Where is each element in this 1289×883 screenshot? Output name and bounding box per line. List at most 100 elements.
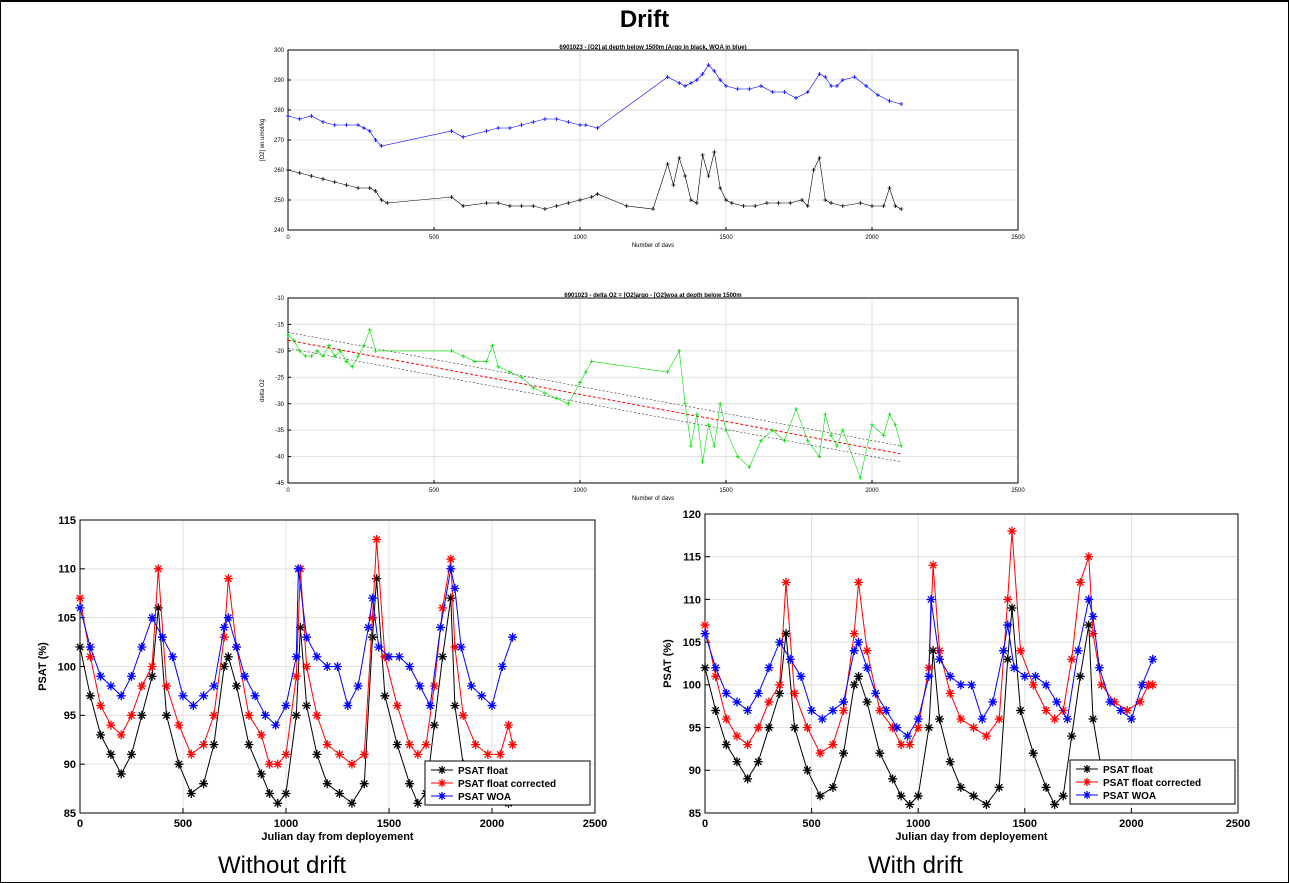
data-point [297, 117, 302, 121]
x-tick-label: 2000 [480, 818, 504, 830]
data-point [724, 198, 728, 202]
x-axis-label: Julian day from deployement [895, 831, 1048, 843]
data-point [368, 593, 378, 603]
plot-frame [287, 297, 1019, 484]
page-title: Drift [619, 6, 670, 33]
data-point [461, 354, 466, 359]
data-point [1067, 654, 1077, 664]
data-point [718, 401, 723, 406]
data-point [347, 798, 357, 808]
data-point [85, 642, 95, 652]
data-point [718, 78, 723, 82]
data-point [677, 348, 682, 353]
data-point [683, 84, 688, 88]
data-point [456, 642, 466, 652]
trend-bound-upper [287, 332, 902, 447]
data-point [85, 652, 95, 662]
data-point [147, 613, 157, 623]
data-point [700, 153, 705, 157]
y-tick-label: 95 [689, 722, 701, 734]
data-point [116, 730, 126, 740]
data-point [700, 620, 710, 630]
series-line [287, 151, 902, 210]
data-point [96, 671, 106, 681]
data-point [286, 333, 290, 337]
data-point [870, 422, 874, 427]
y-tick-label: 85 [689, 808, 701, 820]
data-point [291, 338, 296, 343]
data-point [589, 195, 594, 199]
data-point [1084, 620, 1094, 630]
data-point [219, 662, 229, 671]
data-point [753, 204, 758, 208]
data-point [483, 749, 493, 759]
data-point [858, 475, 863, 480]
data-point [956, 782, 966, 792]
data-point [1028, 748, 1038, 758]
data-point [1148, 680, 1158, 690]
y-tick-label: 300 [274, 48, 285, 54]
data-point [862, 646, 872, 656]
data-point [1075, 577, 1085, 587]
data-point [309, 174, 314, 178]
data-point [199, 740, 209, 750]
series-2 [75, 564, 518, 730]
data-point [839, 748, 849, 758]
data-point [519, 375, 524, 380]
data-point [392, 740, 402, 750]
data-point [1050, 714, 1060, 724]
data-point [899, 444, 904, 448]
data-point [507, 204, 512, 208]
data-point [956, 680, 966, 690]
data-point [829, 201, 834, 205]
data-point [706, 422, 711, 427]
data-point [186, 788, 196, 798]
data-point [743, 774, 753, 784]
data-point [244, 740, 254, 750]
x-tick-label: 2500 [1226, 818, 1250, 830]
data-point [531, 120, 536, 124]
data-point [291, 652, 301, 662]
data-point [1003, 654, 1013, 664]
data-point [840, 204, 845, 208]
legend-marker [438, 766, 446, 774]
data-point [106, 681, 116, 691]
data-point [945, 671, 955, 681]
data-point [735, 87, 740, 91]
data-point [1007, 526, 1017, 536]
data-point [858, 201, 863, 205]
data-point [322, 662, 332, 671]
data-point [373, 189, 378, 193]
data-point [834, 444, 839, 448]
data-point [969, 723, 979, 733]
y-tick-label: -20 [275, 349, 284, 355]
data-point [106, 720, 116, 730]
data-point [712, 150, 717, 154]
data-point [223, 574, 233, 584]
data-point [981, 731, 991, 741]
data-point [531, 204, 536, 208]
data-point [219, 622, 229, 632]
legend-marker [438, 792, 446, 800]
data-point [347, 759, 357, 769]
data-point [503, 720, 513, 730]
data-point [794, 407, 799, 411]
y-tick-label: 260 [274, 168, 285, 174]
caption-without-drift: Without drift [218, 852, 347, 879]
data-point [1122, 705, 1132, 715]
data-point [1009, 663, 1019, 673]
x-tick-label: 0 [702, 818, 708, 830]
data-point [764, 201, 769, 205]
data-point [1088, 629, 1098, 639]
data-point [688, 198, 693, 202]
data-point [244, 710, 254, 720]
legend: PSAT float PSAT float corrected PSAT WOA [1069, 759, 1236, 805]
data-point [790, 688, 800, 698]
legend-marker [438, 779, 446, 787]
data-point [96, 701, 106, 711]
data-point [747, 465, 752, 470]
data-point [817, 72, 822, 76]
y-tick-label: -10 [275, 296, 284, 302]
data-point [899, 207, 904, 211]
data-point [394, 652, 404, 662]
